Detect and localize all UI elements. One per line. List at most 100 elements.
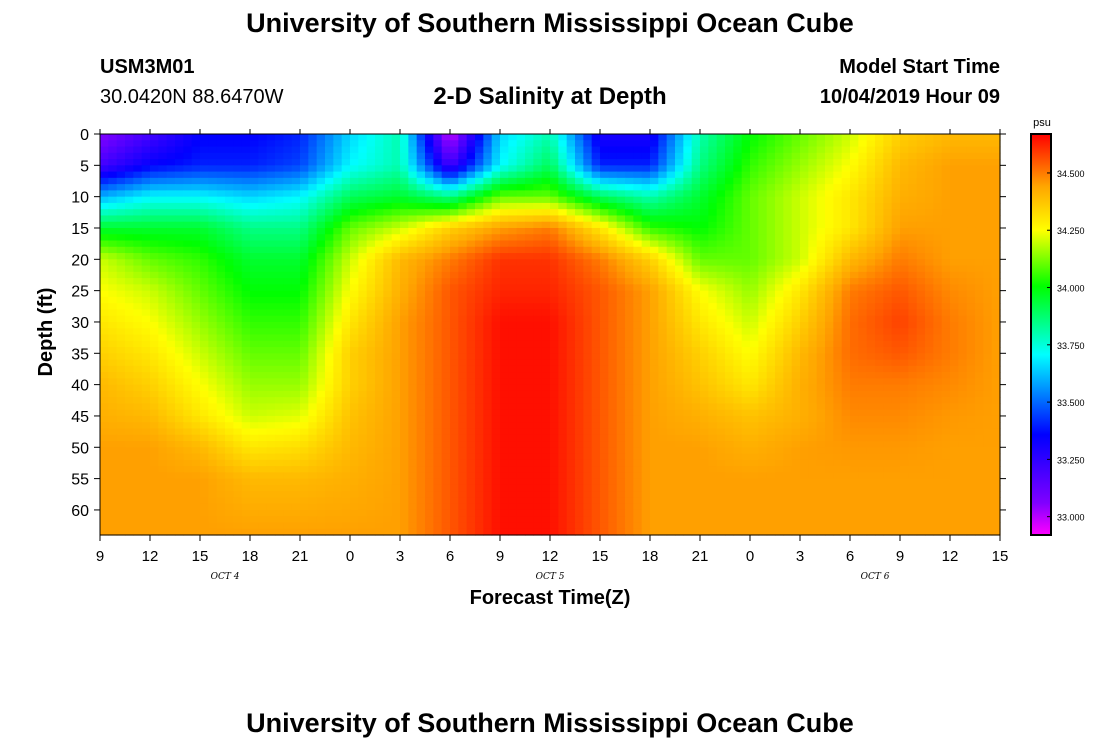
- heatmap-cell: [700, 259, 709, 267]
- heatmap-cell: [308, 134, 318, 141]
- heatmap-cell: [333, 202, 343, 210]
- heatmap-cell: [850, 165, 859, 173]
- heatmap-cell: [816, 159, 826, 166]
- heatmap-cell: [250, 171, 259, 179]
- heatmap-cell: [958, 190, 968, 198]
- heatmap-cell: [841, 340, 851, 348]
- heatmap-cell: [600, 296, 609, 304]
- heatmap-cell: [608, 359, 618, 367]
- heatmap-cell: [866, 140, 876, 148]
- heatmap-cell: [616, 134, 626, 141]
- heatmap-cell: [550, 309, 559, 317]
- heatmap-cell: [100, 397, 109, 405]
- heatmap-cell: [825, 284, 834, 292]
- heatmap-cell: [358, 334, 368, 342]
- heatmap-cell: [241, 240, 251, 248]
- heatmap-cell: [966, 390, 976, 398]
- heatmap-cell: [408, 271, 418, 279]
- heatmap-cell: [133, 321, 143, 329]
- heatmap-cell: [600, 184, 609, 191]
- heatmap-cell: [433, 265, 443, 273]
- heatmap-cell: [775, 140, 784, 148]
- heatmap-cell: [458, 271, 468, 279]
- heatmap-cell: [600, 397, 609, 405]
- heatmap-cell: [258, 221, 268, 229]
- heatmap-cell: [591, 359, 601, 367]
- heatmap-cell: [466, 415, 476, 423]
- heatmap-cell: [950, 328, 959, 336]
- heatmap-cell: [791, 403, 801, 411]
- heatmap-cell: [808, 215, 818, 223]
- heatmap-cell: [683, 328, 693, 336]
- heatmap-cell: [183, 334, 193, 342]
- heatmap-cell: [141, 240, 151, 248]
- heatmap-cell: [333, 390, 343, 398]
- heatmap-cell: [550, 271, 559, 279]
- heatmap-cell: [675, 328, 684, 336]
- heatmap-cell: [491, 359, 501, 367]
- heatmap-cell: [933, 165, 943, 173]
- heatmap-cell: [725, 397, 734, 405]
- heatmap-cell: [958, 315, 968, 323]
- heatmap-cell: [125, 227, 134, 235]
- heatmap-cell: [408, 359, 418, 367]
- heatmap-cell: [116, 134, 126, 141]
- heatmap-cell: [450, 265, 459, 273]
- heatmap-cell: [916, 159, 926, 166]
- heatmap-cell: [841, 397, 851, 405]
- heatmap-cell: [433, 334, 443, 342]
- heatmap-cell: [683, 415, 693, 423]
- heatmap-cell: [500, 372, 509, 379]
- heatmap-cell: [291, 284, 301, 292]
- heatmap-cell: [491, 265, 501, 273]
- heatmap-cell: [150, 171, 159, 179]
- heatmap-cell: [683, 321, 693, 329]
- heatmap-cell: [458, 190, 468, 198]
- heatmap-cell: [850, 397, 859, 405]
- heatmap-cell: [591, 202, 601, 210]
- heatmap-cell: [608, 165, 618, 173]
- heatmap-cell: [508, 234, 518, 242]
- heatmap-cell: [825, 177, 834, 185]
- heatmap-cell: [433, 146, 443, 154]
- heatmap-cell: [700, 290, 709, 298]
- heatmap-cell: [783, 390, 793, 398]
- heatmap-cell: [441, 353, 451, 361]
- heatmap-cell: [350, 240, 359, 248]
- heatmap-cell: [641, 165, 651, 173]
- heatmap-cell: [800, 384, 809, 392]
- heatmap-cell: [908, 271, 918, 279]
- heatmap-cell: [675, 278, 684, 285]
- heatmap-cell: [225, 278, 234, 285]
- heatmap-cell: [550, 303, 559, 311]
- heatmap-cell: [650, 390, 659, 398]
- heatmap-cell: [183, 365, 193, 373]
- heatmap-cell: [808, 190, 818, 198]
- heatmap-cell: [616, 253, 626, 260]
- heatmap-cell: [766, 415, 776, 423]
- heatmap-cell: [666, 403, 676, 411]
- heatmap-cell: [258, 234, 268, 242]
- heatmap-cell: [600, 278, 609, 285]
- heatmap-cell: [350, 265, 359, 273]
- heatmap-cell: [750, 278, 759, 285]
- heatmap-cell: [825, 190, 834, 198]
- heatmap-cell: [266, 152, 276, 160]
- heatmap-cell: [125, 265, 134, 273]
- heatmap-cell: [566, 334, 576, 342]
- heatmap-cell: [900, 259, 909, 267]
- heatmap-cell: [458, 278, 468, 285]
- heatmap-cell: [416, 415, 426, 423]
- heatmap-cell: [125, 372, 134, 379]
- heatmap-cell: [666, 146, 676, 154]
- heatmap-cell: [208, 134, 218, 141]
- heatmap-cell: [975, 284, 984, 292]
- heatmap-cell: [108, 165, 118, 173]
- heatmap-cell: [958, 334, 968, 342]
- heatmap-cell: [566, 240, 576, 248]
- heatmap-cell: [500, 390, 509, 398]
- heatmap-cell: [791, 397, 801, 405]
- heatmap-cell: [750, 271, 759, 279]
- heatmap-cell: [633, 202, 643, 210]
- heatmap-cell: [200, 246, 209, 254]
